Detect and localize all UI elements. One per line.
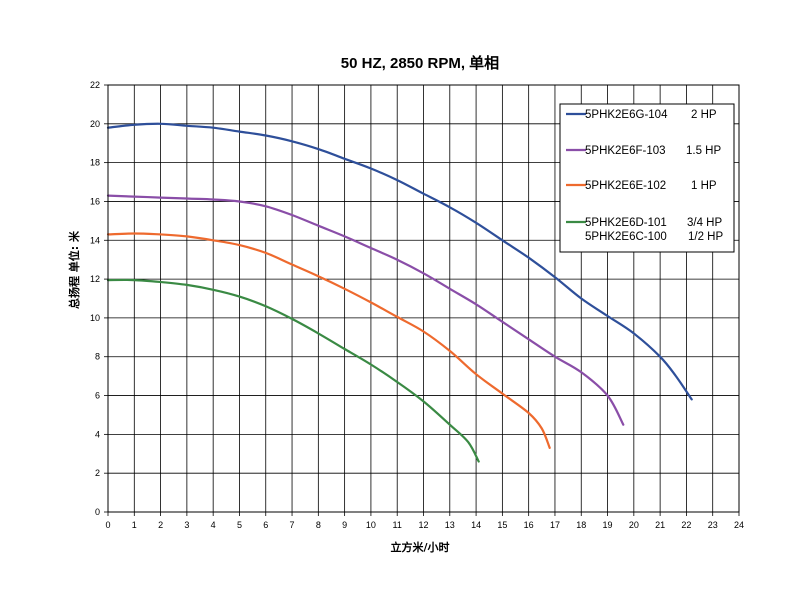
legend-label-e102: 5PHK2E6E-102	[585, 180, 666, 192]
x-tick-label: 9	[342, 520, 347, 530]
legend-hp-d101: 3/4 HP	[687, 217, 722, 229]
legend-label-c100: 5PHK2E6C-100	[585, 231, 667, 243]
x-tick-label: 16	[524, 520, 534, 530]
series-line-5PHK2E6G-104	[106, 122, 693, 401]
x-tick-label: 6	[263, 520, 268, 530]
legend: 5PHK2E6G-104 2 HP 5PHK2E6F-103 1.5 HP 5P…	[559, 103, 735, 253]
legend-box	[559, 103, 735, 253]
y-tick-label: 22	[90, 80, 100, 90]
series-line-5PHK2E6F-103	[106, 194, 625, 426]
series-line-5PHK2E6D-101	[106, 278, 480, 463]
y-tick-label: 0	[95, 507, 100, 517]
legend-hp-g104: 2 HP	[691, 109, 717, 121]
tick-labels: 0 1 2 3 4 5 6 7 8 9 10 11 12 13 14 15 16 17 18 19 20 21 22 23 24…	[90, 80, 744, 530]
x-tick-label: 14	[471, 520, 481, 530]
legend-hp-f103: 1.5 HP	[686, 145, 721, 157]
x-tick-label: 5	[237, 520, 242, 530]
y-tick-label: 16	[90, 196, 100, 206]
x-tick-label: 7	[290, 520, 295, 530]
x-tick-label: 3	[184, 520, 189, 530]
y-tick-label: 6	[95, 391, 100, 401]
chart-title: 50 HZ, 2850 RPM, 单相	[341, 54, 499, 72]
legend-hp-c100: 1/2 HP	[688, 231, 723, 243]
y-axis-label: 总扬程 单位: 米	[67, 230, 81, 309]
x-tick-label: 13	[445, 520, 455, 530]
x-tick-label: 15	[497, 520, 507, 530]
legend-label-f103: 5PHK2E6F-103	[585, 145, 666, 157]
x-tick-label: 18	[576, 520, 586, 530]
y-tick-label: 4	[95, 429, 100, 439]
x-tick-label: 19	[603, 520, 613, 530]
x-tick-label: 23	[708, 520, 718, 530]
y-tick-label: 18	[90, 158, 100, 168]
legend-hp-e102: 1 HP	[691, 180, 717, 192]
series-line-5PHK2E6E-102	[106, 232, 551, 449]
x-tick-label: 21	[655, 520, 665, 530]
y-tick-label: 12	[90, 274, 100, 284]
y-tick-label: 20	[90, 119, 100, 129]
x-tick-label: 2	[158, 520, 163, 530]
y-tick-label: 2	[95, 468, 100, 478]
x-tick-label: 0	[105, 520, 110, 530]
x-tick-label: 17	[550, 520, 560, 530]
y-tick-label: 14	[90, 235, 100, 245]
x-tick-label: 10	[366, 520, 376, 530]
x-tick-label: 20	[629, 520, 639, 530]
x-tick-label: 12	[418, 520, 428, 530]
x-tick-label: 11	[393, 520, 402, 530]
x-tick-label: 24	[734, 520, 744, 530]
legend-label-g104: 5PHK2E6G-104	[585, 109, 668, 121]
x-tick-label: 1	[132, 520, 137, 530]
legend-label-d101: 5PHK2E6D-101	[585, 217, 667, 229]
x-axis-label: 立方米/小时	[390, 540, 449, 554]
x-tick-label: 22	[681, 520, 691, 530]
x-tick-label: 4	[211, 520, 216, 530]
plot-frame	[107, 84, 740, 513]
x-tick-label: 8	[316, 520, 321, 530]
y-tick-label: 10	[90, 313, 100, 323]
series-lines	[106, 122, 693, 463]
y-tick-label: 8	[95, 352, 100, 362]
